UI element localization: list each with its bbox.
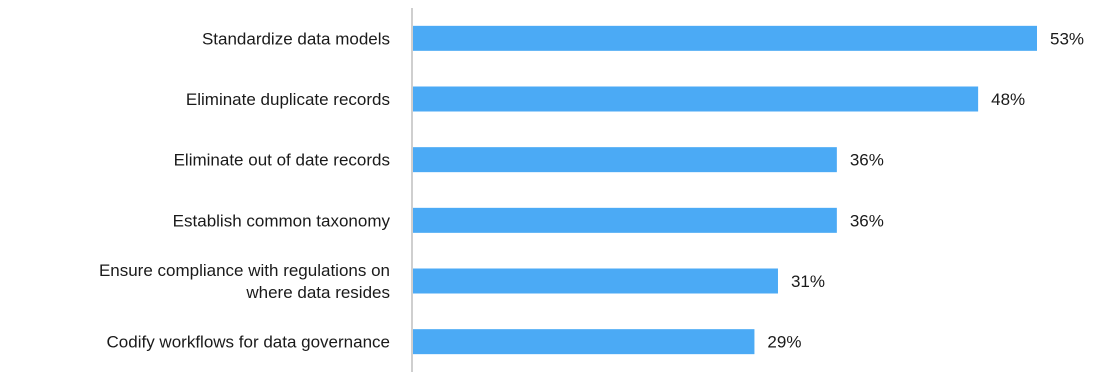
data-label-1: 48% bbox=[991, 90, 1025, 109]
category-label-4: Ensure compliance with regulations on whe… bbox=[99, 261, 390, 302]
data-label-2: 36% bbox=[850, 151, 884, 170]
category-label-line: Eliminate out of date records bbox=[174, 151, 390, 170]
category-label-5: Codify workflows for data governance bbox=[107, 333, 390, 352]
category-label-2: Eliminate out of date records bbox=[174, 151, 390, 170]
bar-4 bbox=[413, 268, 778, 294]
bar-3 bbox=[413, 207, 837, 233]
data-label-3: 36% bbox=[850, 211, 884, 230]
bar-0 bbox=[413, 25, 1037, 51]
bar-5 bbox=[413, 329, 755, 355]
category-label-1: Eliminate duplicate records bbox=[186, 90, 390, 109]
category-label-line: where data resides bbox=[245, 283, 390, 302]
data-label-5: 29% bbox=[767, 333, 801, 352]
bar-1 bbox=[413, 86, 979, 112]
category-label-0: Standardize data models bbox=[202, 29, 390, 48]
category-label-line: Codify workflows for data governance bbox=[107, 333, 390, 352]
category-label-line: Eliminate duplicate records bbox=[186, 90, 390, 109]
data-label-0: 53% bbox=[1050, 29, 1084, 48]
data-label-4: 31% bbox=[791, 272, 825, 291]
bar-2 bbox=[413, 147, 837, 173]
category-label-line: Ensure compliance with regulations on bbox=[99, 261, 390, 280]
category-label-3: Establish common taxonomy bbox=[173, 211, 391, 230]
category-label-line: Establish common taxonomy bbox=[173, 211, 391, 230]
category-label-line: Standardize data models bbox=[202, 29, 390, 48]
